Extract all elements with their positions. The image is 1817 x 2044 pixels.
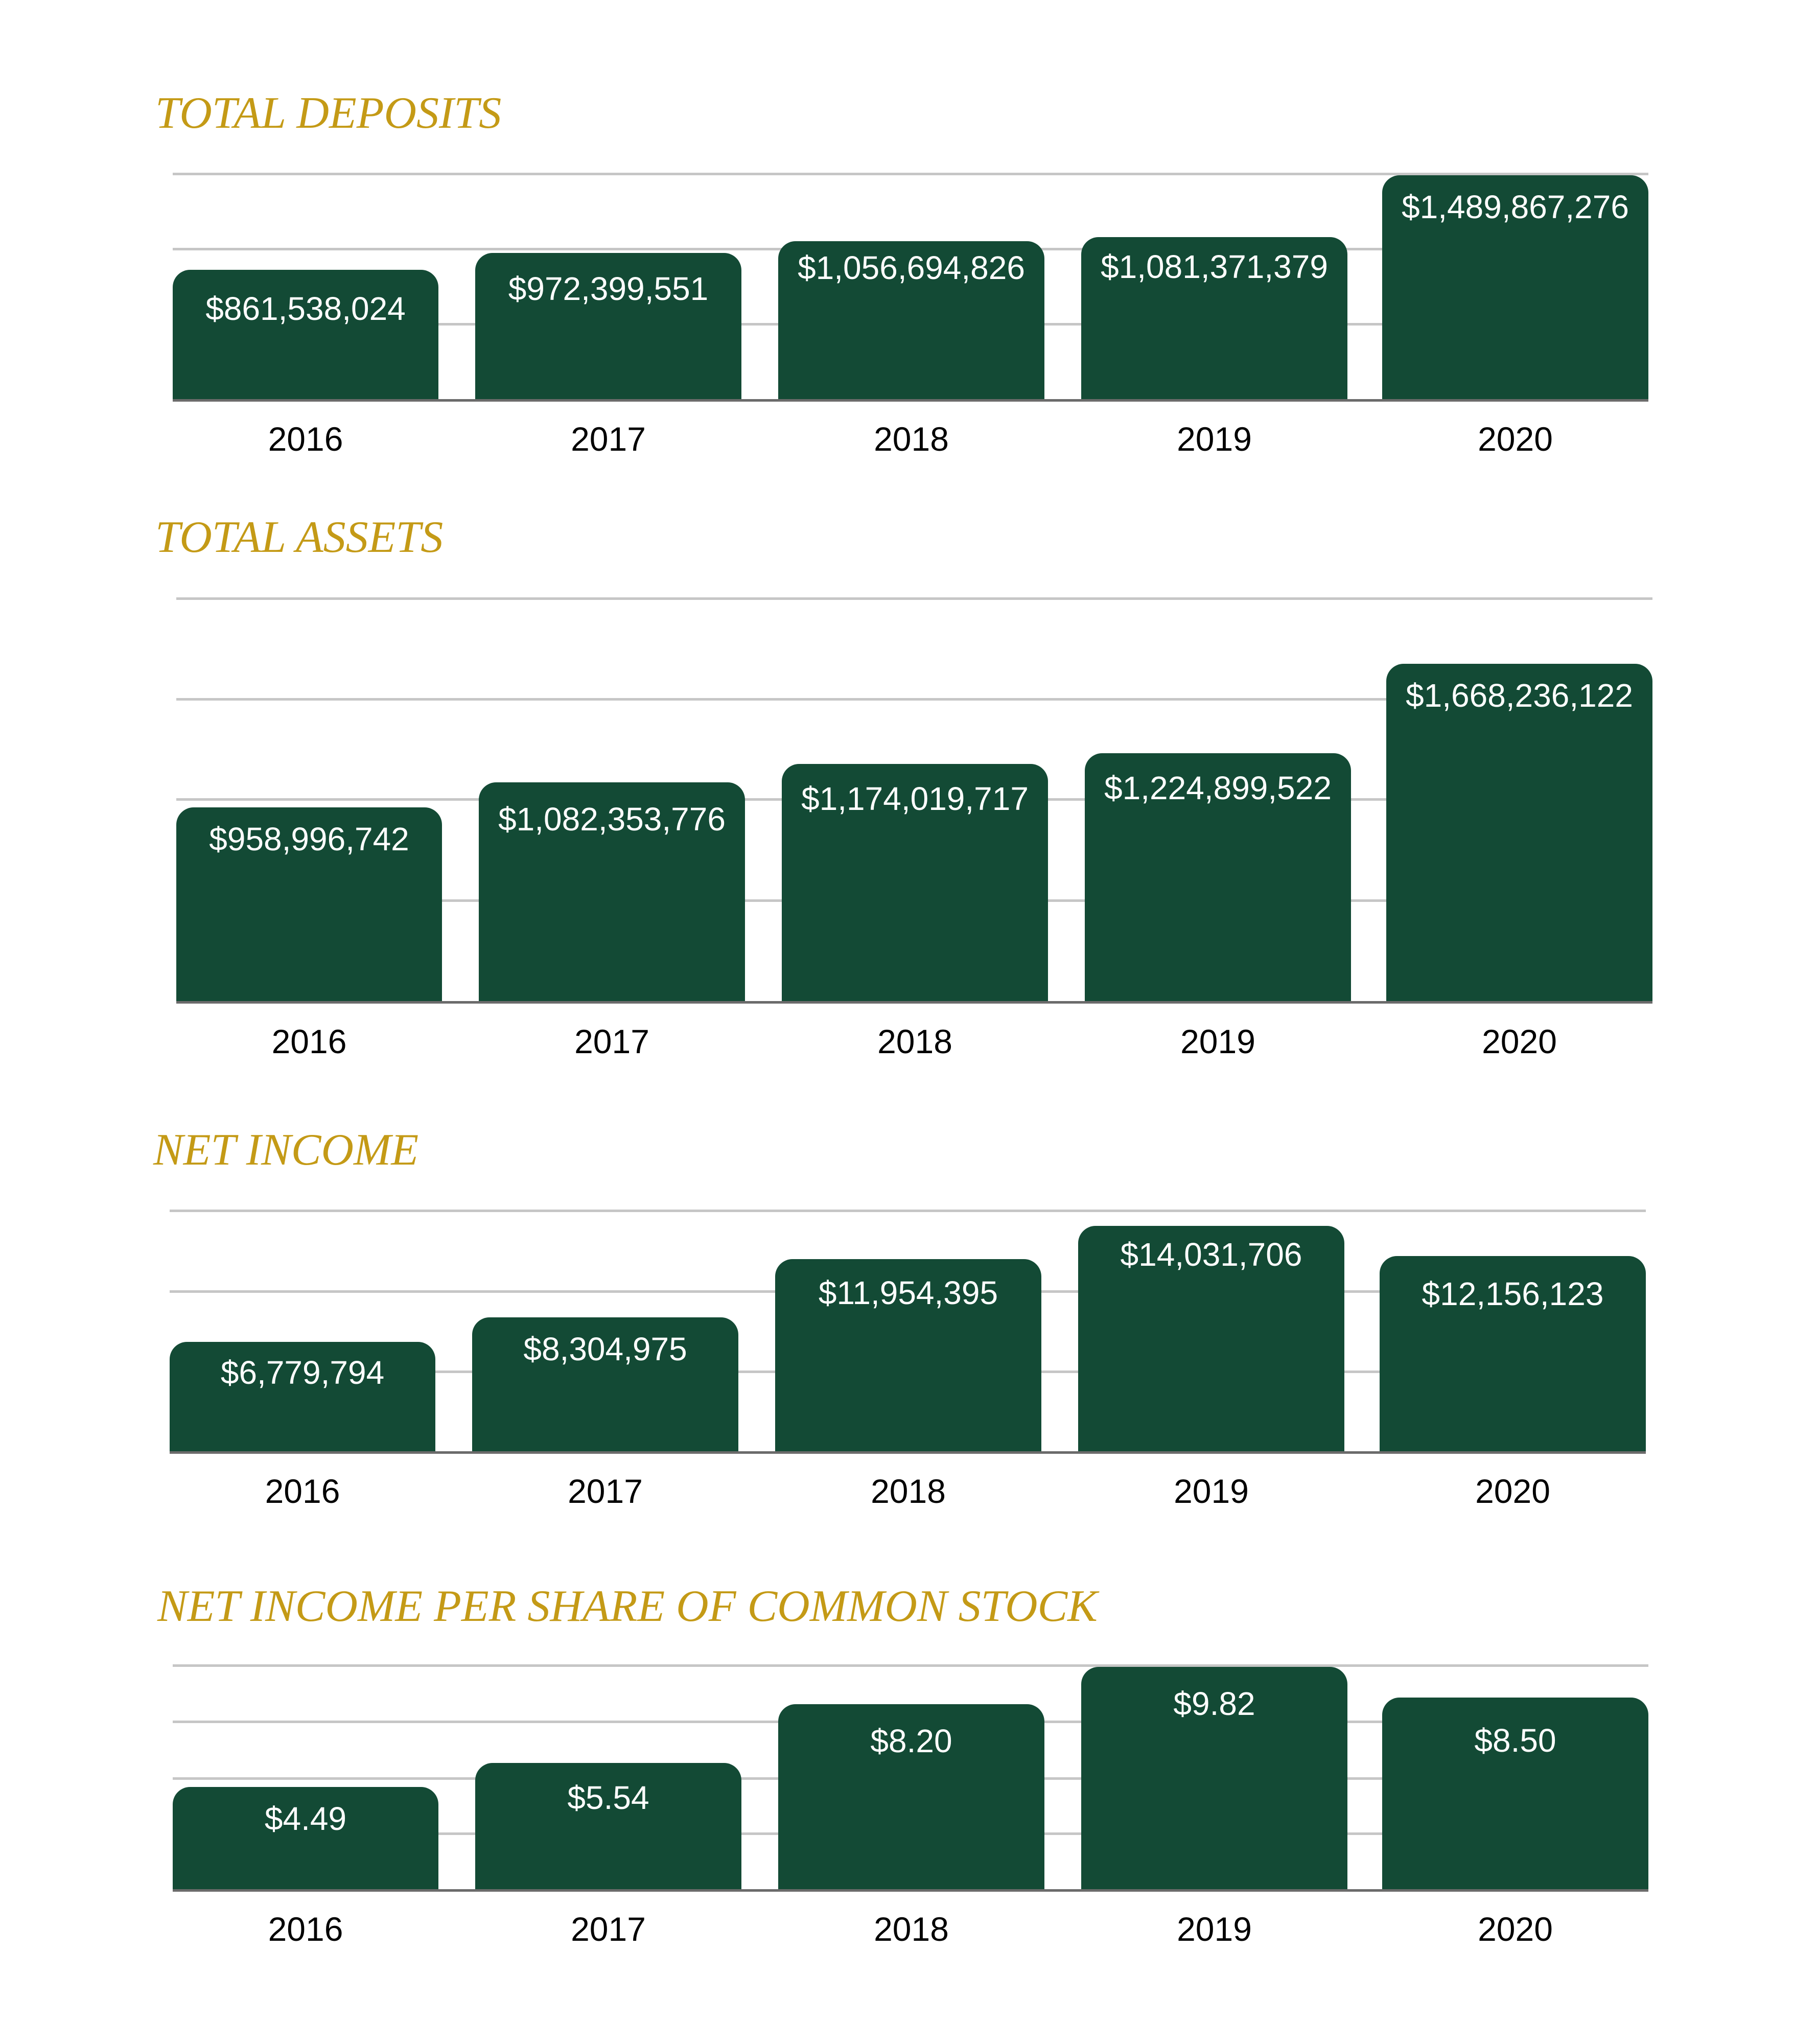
bar-2020: $1,489,867,276 [1382, 175, 1648, 400]
x-axis-label-2016: 2016 [265, 1472, 340, 1510]
x-axis-line [173, 1889, 1648, 1892]
bar-2016: $861,538,024 [173, 270, 438, 400]
bar-value-label: $4.49 [264, 1800, 347, 1837]
bar-value-label: $9.82 [1173, 1685, 1255, 1722]
bar-2017: $972,399,551 [475, 253, 741, 400]
bar-value-label: $1,668,236,122 [1406, 677, 1633, 714]
chart-title-net-income-per-share: NET INCOME PER SHARE OF COMMON STOCK [157, 1582, 1098, 1631]
gridline [173, 1664, 1648, 1667]
bar-2020: $8.50 [1382, 1698, 1648, 1890]
x-axis-label-2018: 2018 [877, 1023, 952, 1060]
bar-2020: $12,156,123 [1380, 1256, 1646, 1452]
x-axis-label-2020: 2020 [1475, 1472, 1550, 1510]
x-axis-label-2017: 2017 [568, 1472, 643, 1510]
x-axis-label-2017: 2017 [574, 1023, 649, 1060]
bar-value-label: $1,174,019,717 [801, 780, 1029, 817]
chart-net-income-per-share: $4.49 $5.54 $8.20 $9.82 $8.50 [173, 1656, 1648, 1911]
bar-value-label: $1,224,899,522 [1104, 770, 1332, 806]
x-axis-label-2017: 2017 [571, 420, 646, 458]
bar-value-label: $8.20 [870, 1723, 952, 1759]
gridline [170, 1210, 1646, 1212]
bar-value-label: $5.54 [567, 1779, 649, 1816]
chart-total-deposits: $861,538,024 $972,399,551 $1,056,694,826… [173, 153, 1648, 460]
bar-2017: $8,304,975 [472, 1317, 738, 1452]
bar-value-label: $1,081,371,379 [1101, 248, 1328, 285]
x-axis-label-2018: 2018 [871, 1472, 946, 1510]
bar-2017: $1,082,353,776 [479, 782, 745, 1002]
bar-2019: $1,224,899,522 [1085, 753, 1351, 1002]
x-axis-label-2019: 2019 [1177, 420, 1252, 458]
chart-title-total-assets: TOTAL ASSETS [155, 513, 444, 562]
x-axis-label-2020: 2020 [1482, 1023, 1557, 1060]
x-axis-label-2016: 2016 [271, 1023, 347, 1060]
bar-value-label: $972,399,551 [508, 270, 709, 307]
gridline [173, 173, 1648, 175]
bar-value-label: $14,031,706 [1120, 1236, 1302, 1273]
chart-net-income: $6,779,794 $8,304,975 $11,954,395 $14,03… [170, 1201, 1646, 1507]
bar-value-label: $12,156,123 [1422, 1275, 1604, 1312]
x-axis-line [170, 1451, 1646, 1454]
bar-2018: $11,954,395 [775, 1259, 1041, 1452]
bar-2020: $1,668,236,122 [1386, 664, 1652, 1002]
bar-2019: $9.82 [1081, 1667, 1347, 1890]
x-axis-label-2020: 2020 [1478, 1910, 1553, 1948]
x-axis-label-2018: 2018 [874, 1910, 949, 1948]
x-axis-label-2019: 2019 [1174, 1472, 1249, 1510]
x-axis-label-2020: 2020 [1478, 420, 1553, 458]
bar-value-label: $1,082,353,776 [498, 801, 726, 838]
bar-2019: $1,081,371,379 [1081, 237, 1347, 400]
bar-value-label: $8.50 [1474, 1722, 1556, 1759]
bar-2019: $14,031,706 [1078, 1226, 1344, 1452]
bar-value-label: $861,538,024 [205, 290, 406, 327]
bar-2018: $1,174,019,717 [782, 764, 1048, 1002]
bar-2017: $5.54 [475, 1763, 741, 1890]
bar-2016: $958,996,742 [176, 807, 442, 1002]
x-axis-label-2019: 2019 [1177, 1910, 1252, 1948]
gridline [176, 597, 1652, 600]
x-axis-label-2017: 2017 [571, 1910, 646, 1948]
chart-total-assets: $958,996,742 $1,082,353,776 $1,174,019,7… [176, 588, 1652, 1007]
bar-value-label: $958,996,742 [209, 821, 409, 857]
x-axis-label-2016: 2016 [268, 420, 343, 458]
gridline [176, 698, 1652, 701]
x-axis-line [173, 399, 1648, 402]
x-axis-label-2019: 2019 [1180, 1023, 1255, 1060]
x-axis-label-2018: 2018 [874, 420, 949, 458]
chart-title-net-income: NET INCOME [153, 1125, 419, 1175]
bar-2018: $8.20 [778, 1704, 1044, 1890]
bar-value-label: $8,304,975 [523, 1331, 687, 1367]
bar-value-label: $1,489,867,276 [1402, 189, 1629, 225]
bar-2016: $6,779,794 [170, 1342, 435, 1452]
bar-value-label: $1,056,694,826 [798, 249, 1025, 286]
bar-2018: $1,056,694,826 [778, 241, 1044, 400]
bar-2016: $4.49 [173, 1787, 438, 1890]
bar-value-label: $6,779,794 [220, 1354, 385, 1391]
chart-title-total-deposits: TOTAL DEPOSITS [155, 88, 502, 138]
x-axis-label-2016: 2016 [268, 1910, 343, 1948]
bar-value-label: $11,954,395 [818, 1274, 998, 1311]
x-axis-line [176, 1001, 1652, 1004]
